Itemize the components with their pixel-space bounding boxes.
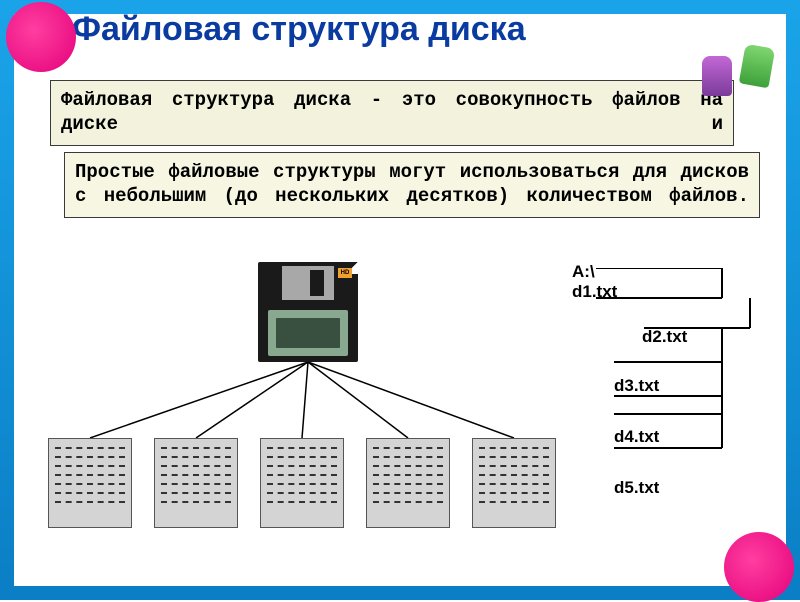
mascot-icon <box>739 44 775 89</box>
decor-blob-bottom-right <box>724 532 794 602</box>
document-row <box>48 438 556 528</box>
document-icon <box>260 438 344 528</box>
decor-characters <box>696 46 776 106</box>
document-icon <box>48 438 132 528</box>
mascot-icon <box>702 56 732 96</box>
connector-lines <box>48 362 568 438</box>
definition-box-1: Файловая структура диска - это совокупно… <box>50 80 734 146</box>
definition-bold-lead: Простые файловые структуры <box>75 161 376 183</box>
document-icon <box>366 438 450 528</box>
slide-title: Файловая структура диска <box>72 12 762 48</box>
slide-content: Файловая структура диска Файловая структ… <box>18 18 782 582</box>
file-tree-item: d3.txt <box>614 376 659 396</box>
file-tree-item: d2.txt <box>642 327 687 347</box>
floppy-disk-icon: HD <box>258 262 358 362</box>
file-tree-item: d5.txt <box>614 478 659 498</box>
definition-box-2: Простые файловые структуры могут использ… <box>64 152 760 218</box>
document-icon <box>472 438 556 528</box>
file-tree-root: A:\ <box>572 262 595 282</box>
file-tree-item: d1.txt <box>572 282 617 302</box>
definition-bold-lead: Файловая структура <box>61 89 274 111</box>
floppy-hd-badge: HD <box>338 268 352 278</box>
diagram-area: HD A:\ d1.txt d2.txt d3.txt d4.txt d5.txt <box>48 262 752 572</box>
floppy-label <box>268 310 348 356</box>
floppy-shutter <box>282 266 334 300</box>
document-icon <box>154 438 238 528</box>
decor-blob-top-left <box>6 2 76 72</box>
file-tree-item: d4.txt <box>614 427 659 447</box>
